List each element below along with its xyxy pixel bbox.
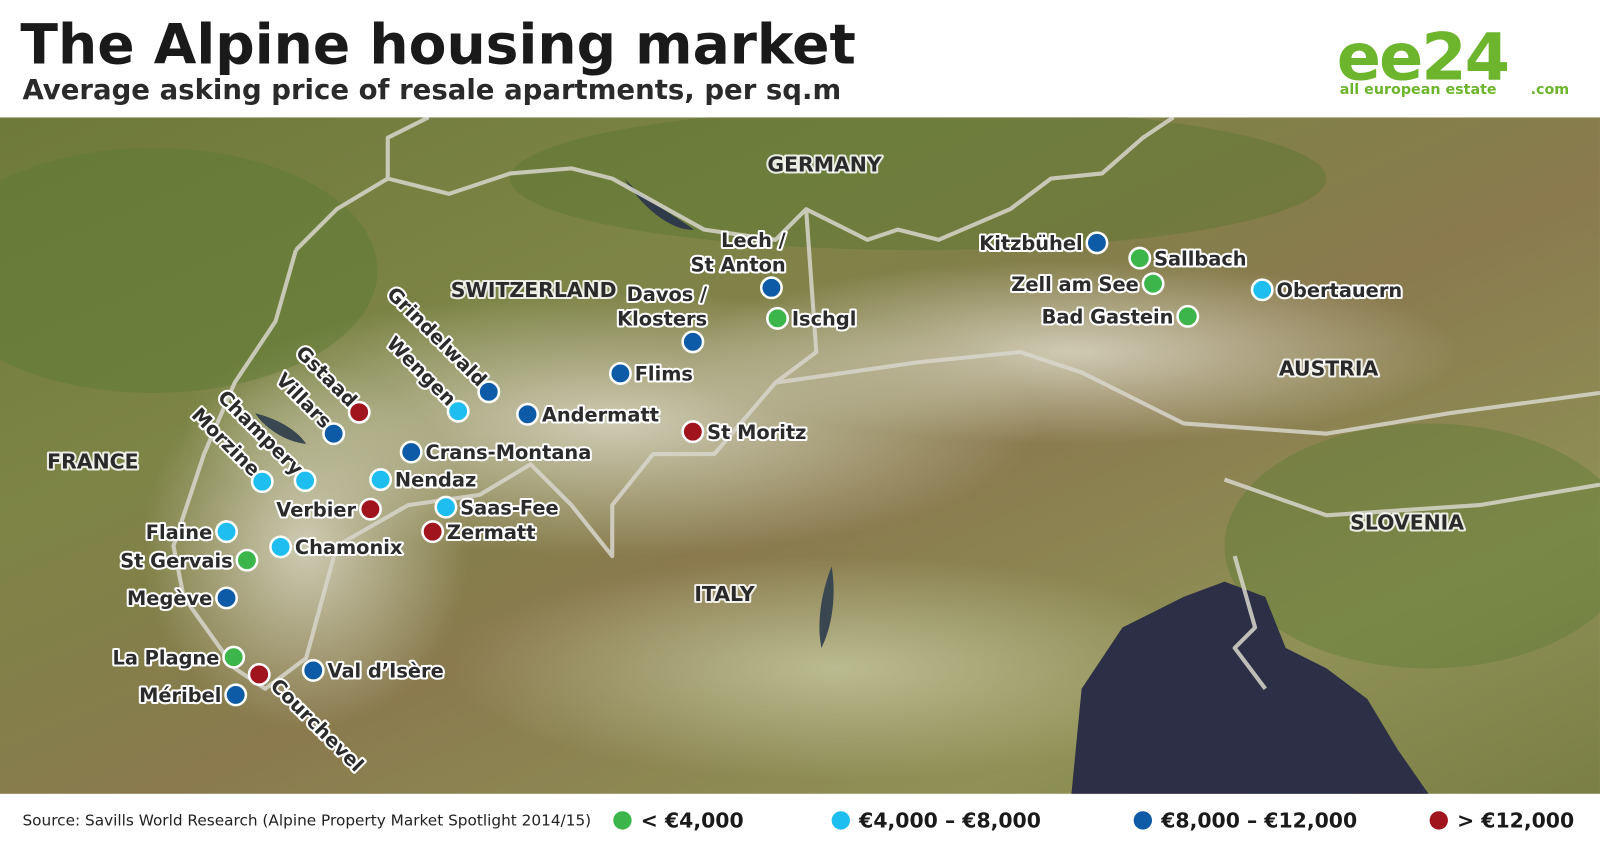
town-marker [399,440,423,464]
town-marker [247,663,271,686]
town-marker [358,497,382,521]
forest [510,117,1327,250]
layout: The Alpine housing market Average asking… [0,12,1600,833]
town-marker [235,548,259,572]
town-marker [215,520,239,544]
subtitle: Average asking price of resale apartment… [22,74,841,106]
source: Source: Savills World Research (Alpine P… [22,812,591,830]
town-marker [293,469,317,493]
town-marker [434,495,458,519]
town-label: St Anton [691,253,786,276]
legend-swatch [1429,811,1448,830]
town-label: Kitzbühel [979,232,1082,255]
alps [142,362,470,730]
town-label: Verbier [276,498,356,521]
town-marker [681,330,705,354]
town-marker [369,468,393,492]
country-label: AUSTRIA [1279,357,1379,381]
town-marker [322,422,346,446]
logo-mark: ee24 [1337,20,1508,96]
town-label: St Moritz [707,421,806,444]
plain [448,556,1225,781]
town-label: Sallbach [1154,247,1247,270]
town-marker [250,470,274,494]
town-marker [1250,278,1274,302]
town-label: Saas-Fee [460,496,558,519]
town-marker [1176,304,1200,328]
country-label: SWITZERLAND [451,278,617,302]
forest [1224,423,1600,669]
town-label: Zell am See [1011,273,1138,296]
forest [0,147,378,393]
country-label: FRANCE [47,449,138,473]
legend-label: > €12,000 [1457,809,1574,833]
country-label: ITALY [694,582,755,606]
logo-tagline: all european estate [1340,82,1497,98]
town-label: Megève [127,587,212,610]
town-marker [759,276,783,300]
borders [171,117,1600,691]
town-marker [421,520,445,544]
town-marker [681,420,705,444]
town-marker [215,586,239,610]
town-label: Obertauern [1277,279,1403,302]
country-label: SLOVENIA [1350,511,1464,535]
town-marker [516,402,540,426]
adriatic-sea [1071,581,1429,794]
legend: < €4,000 €4,000 – €8,000 €8,000 – €12,000 >… [613,809,1574,833]
town-marker [224,683,248,707]
lake [819,566,834,648]
town-label: Ischgl [792,308,857,331]
legend-label: €8,000 – €12,000 [1160,809,1357,833]
country-label: GERMANY [767,152,882,176]
town-label: Chamonix [295,536,403,559]
town-marker [766,306,790,330]
town-label: Nendaz [395,469,476,492]
legend-swatch [831,811,850,830]
town-marker [446,399,470,423]
logo-suffix: .com [1531,82,1570,98]
town-label: Lech / [721,229,787,252]
town-label: Andermatt [542,403,659,426]
town-label: Klosters [617,308,707,331]
lake [255,413,307,444]
town-label: Crans-Montana [426,441,592,464]
town-marker [477,380,501,404]
town-marker [301,658,325,682]
town-marker [1141,272,1165,296]
town-marker [1085,231,1109,255]
town-marker [269,535,293,559]
legend-label: < €4,000 [641,809,744,833]
town-label: Flims [635,363,693,386]
legend-swatch [613,811,632,830]
town-label: Bad Gastein [1042,305,1174,328]
town-label: La Plagne [112,646,219,669]
legend-label: €4,000 – €8,000 [858,809,1041,833]
town-label: Zermatt [447,521,536,544]
legend-swatch [1133,811,1153,830]
town-label: St Gervais [120,549,232,572]
town-label: Davos / [627,283,708,306]
town-marker [347,400,371,424]
town-label: Flaine [146,521,213,544]
town-marker [1128,246,1152,270]
map: GERMANY SWITZERLAND AUSTRIA FRANCE SLOVENIA I… [0,117,1600,794]
town-marker [608,361,632,385]
town-label: Méribel [139,684,221,707]
title: The Alpine housing market [20,12,855,76]
alps [683,260,1460,444]
town-label: Val d’Isère [328,660,444,683]
country-labels: GERMANY SWITZERLAND AUSTRIA FRANCE SLOVENIA I… [45,150,1466,608]
town-marker [222,645,246,669]
